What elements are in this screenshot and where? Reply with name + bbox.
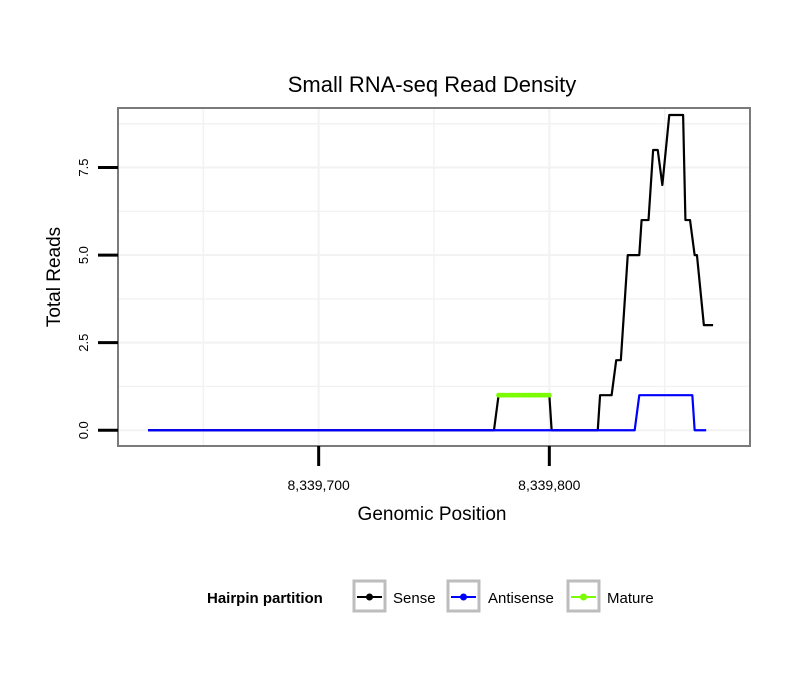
legend-label-mature: Mature (607, 590, 654, 607)
legend-title: Hairpin partition (207, 590, 323, 607)
legend-label-antisense: Antisense (488, 590, 554, 607)
x-tick-label: 8,339,700 (288, 477, 350, 493)
y-tick-label: 5.0 (76, 246, 91, 264)
legend-label-sense: Sense (393, 590, 436, 607)
legend: Hairpin partition Sense Antisense Mature (207, 579, 654, 613)
y-tick-label: 7.5 (76, 159, 91, 177)
x-tick-label: 8,339,800 (518, 477, 580, 493)
series-layer (147, 113, 714, 432)
y-tick-label: 0.0 (76, 421, 91, 439)
y-axis-label: Total Reads (44, 227, 65, 327)
legend-point-sense (366, 593, 373, 601)
y-tick-label: 2.5 (76, 334, 91, 352)
legend-point-antisense (460, 593, 467, 601)
plot-border (117, 107, 751, 447)
x-axis: 8,339,700 8,339,800 (288, 446, 581, 493)
y-axis: 0.0 2.5 5.0 7.5 (76, 159, 118, 439)
series-point-mature (546, 392, 552, 398)
legend-item-antisense: Antisense (446, 579, 554, 613)
legend-point-mature (580, 593, 587, 601)
legend-item-mature: Mature (566, 579, 654, 613)
grid-layer (118, 108, 750, 446)
chart-title: Small RNA-seq Read Density (288, 72, 577, 97)
x-axis-label: Genomic Position (358, 504, 507, 525)
legend-item-sense: Sense (352, 579, 436, 613)
series-line-antisense (147, 394, 707, 432)
plot-area (117, 107, 751, 447)
